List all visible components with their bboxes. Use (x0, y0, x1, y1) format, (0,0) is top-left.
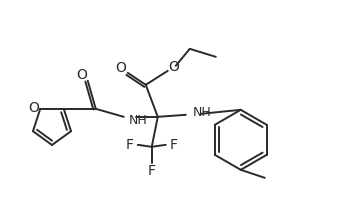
Text: O: O (76, 68, 87, 82)
Text: NH: NH (193, 106, 212, 119)
Text: F: F (126, 138, 134, 152)
Text: NH: NH (129, 114, 148, 127)
Text: F: F (170, 138, 178, 152)
Text: O: O (28, 101, 39, 115)
Text: O: O (115, 61, 126, 75)
Text: F: F (148, 164, 156, 178)
Text: O: O (168, 60, 179, 74)
